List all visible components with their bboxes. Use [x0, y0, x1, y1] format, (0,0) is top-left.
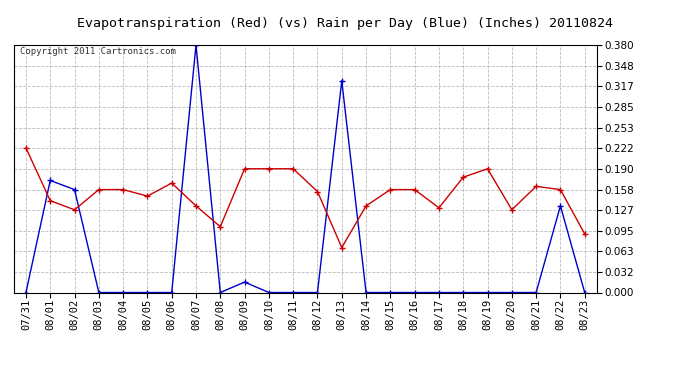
Text: Copyright 2011 Cartronics.com: Copyright 2011 Cartronics.com: [19, 48, 175, 57]
Text: Evapotranspiration (Red) (vs) Rain per Day (Blue) (Inches) 20110824: Evapotranspiration (Red) (vs) Rain per D…: [77, 17, 613, 30]
